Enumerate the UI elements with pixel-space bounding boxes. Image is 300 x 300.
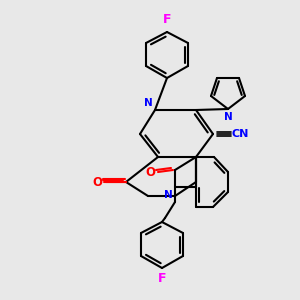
Text: F: F <box>163 13 171 26</box>
Text: CN: CN <box>232 129 249 139</box>
Text: O: O <box>145 166 155 178</box>
Text: N: N <box>144 98 153 108</box>
Text: N: N <box>224 112 232 122</box>
Text: O: O <box>92 176 102 188</box>
Text: F: F <box>158 272 166 285</box>
Text: N: N <box>164 190 173 200</box>
